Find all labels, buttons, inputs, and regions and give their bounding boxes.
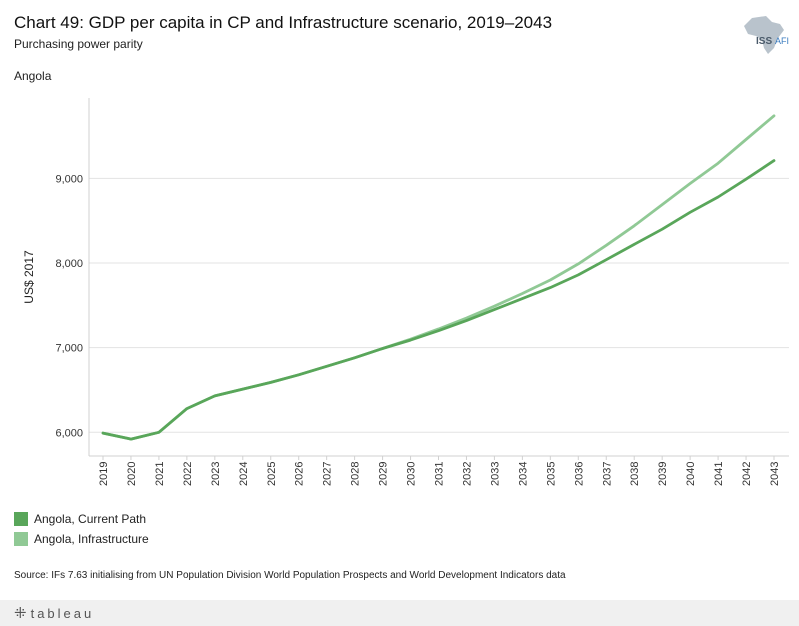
legend-swatch-infrastructure <box>14 532 28 546</box>
line-chart: 6,000 7,000 8,000 9,000 US$ 2017 2019 2020 2021… <box>22 98 789 486</box>
x-tick-label: 2028 <box>350 462 362 486</box>
x-tick-label: 2027 <box>322 462 334 486</box>
y-tick-label: 8,000 <box>55 258 83 270</box>
tableau-logo-icon: ⁜ <box>14 605 27 622</box>
logo-text: ISS <box>756 36 772 47</box>
x-tick-label: 2019 <box>98 462 110 486</box>
y-tick-label: 7,000 <box>55 343 83 355</box>
x-tick-label: 2036 <box>573 462 585 486</box>
legend-label-current-path: Angola, Current Path <box>34 512 147 526</box>
x-tick-label: 2031 <box>434 462 446 486</box>
x-tick-label: 2024 <box>238 462 250 486</box>
tableau-brand[interactable]: ⁜ tableau <box>14 604 94 622</box>
x-tick-label: 2023 <box>210 462 222 486</box>
x-tick-label: 2041 <box>713 462 725 486</box>
x-tick-label: 2037 <box>601 462 613 486</box>
iss-africa-logo: ISS AFI <box>744 16 789 54</box>
series-line-current-path <box>101 159 776 441</box>
y-tick-label: 9,000 <box>55 173 83 185</box>
x-tick-label: 2030 <box>406 462 418 486</box>
chart-subtitle: Purchasing power parity <box>14 37 143 51</box>
series-line-infrastructure <box>101 114 776 441</box>
x-tick-label: 2042 <box>741 462 753 486</box>
x-tick-label: 2038 <box>629 462 641 486</box>
x-tick-label: 2021 <box>154 462 166 486</box>
x-tick-label: 2034 <box>517 462 529 486</box>
x-tick-label: 2026 <box>294 462 306 486</box>
x-tick-label: 2020 <box>126 462 138 486</box>
x-tick-label: 2043 <box>769 462 781 486</box>
y-tick-label: 6,000 <box>55 427 83 439</box>
x-tick-label: 2022 <box>182 462 194 486</box>
tableau-footer: ⁜ tableau <box>0 600 799 626</box>
legend-label-infrastructure: Angola, Infrastructure <box>34 532 149 546</box>
y-axis-label: US$ 2017 <box>22 250 36 304</box>
logo-subtext: AFI <box>775 36 789 46</box>
x-tick-label: 2033 <box>489 462 501 486</box>
country-label: Angola <box>14 69 52 83</box>
tableau-wordmark: tableau <box>30 605 95 621</box>
x-tick-label: 2025 <box>266 462 278 486</box>
x-tick-label: 2040 <box>685 462 697 486</box>
legend-item-infrastructure[interactable]: Angola, Infrastructure <box>14 529 149 549</box>
x-tick-label: 2039 <box>657 462 669 486</box>
x-tick-label: 2035 <box>545 462 557 486</box>
legend-item-current-path[interactable]: Angola, Current Path <box>14 509 149 529</box>
source-note: Source: IFs 7.63 initialising from UN Po… <box>14 570 566 581</box>
x-tick-label: 2032 <box>461 462 473 486</box>
chart-title: Chart 49: GDP per capita in CP and Infra… <box>14 13 553 32</box>
legend-swatch-current-path <box>14 512 28 526</box>
legend: Angola, Current Path Angola, Infrastruct… <box>14 509 149 549</box>
x-tick-label: 2029 <box>378 462 390 486</box>
